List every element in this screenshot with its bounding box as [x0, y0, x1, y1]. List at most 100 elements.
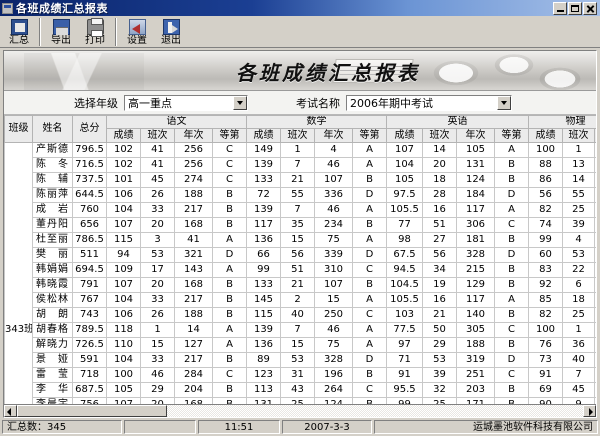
- cell-chinese-score: 107: [106, 277, 141, 293]
- cell-physics-classrank: 7: [562, 367, 595, 383]
- table-row[interactable]: 陈丽萍644.510626188B7255336D97.528184D56553…: [5, 187, 596, 203]
- table-row[interactable]: 李 华 687.5 105 29 204 B 113 43 264 C 95.5 32 203 B 69 45…: [5, 382, 596, 398]
- cell-total: 687.5: [72, 382, 107, 398]
- cell-name: 董丹阳: [32, 217, 73, 233]
- cell-english-classrank: 32: [422, 382, 457, 398]
- maximize-button[interactable]: [568, 1, 582, 15]
- cell-english-classrank: 51: [422, 217, 457, 233]
- exam-select[interactable]: 2006年期中考试: [346, 94, 512, 111]
- col-math-level[interactable]: 等第: [352, 128, 387, 143]
- cell-chinese-level: B: [212, 187, 247, 203]
- col-group-chinese[interactable]: 语文: [106, 115, 247, 129]
- chevron-down-icon[interactable]: [497, 95, 511, 110]
- cell-english-graderank: 129: [456, 277, 495, 293]
- col-group-math[interactable]: 数学: [246, 115, 387, 129]
- cell-chinese-level: C: [212, 172, 247, 188]
- col-total[interactable]: 总分: [72, 115, 107, 143]
- col-math-graderank[interactable]: 年次: [314, 128, 353, 143]
- cell-chinese-level: B: [212, 217, 247, 233]
- grade-select[interactable]: 高一重点: [124, 94, 248, 111]
- table-row[interactable]: 李晨宇75610720168B13125124B9925171B9098: [5, 397, 596, 404]
- client-area: 各班成绩汇总报表 选择年级 高一重点 考试名称 2006年期中考试: [0, 48, 600, 418]
- cell-english-score: 103: [386, 307, 423, 323]
- horizontal-scrollbar[interactable]: [4, 404, 596, 417]
- cell-math-score: 149: [246, 142, 281, 158]
- cell-total: 511: [72, 247, 107, 263]
- toolbar-button-settings[interactable]: 设置: [120, 17, 154, 47]
- chevron-down-icon[interactable]: [233, 95, 247, 110]
- table-row[interactable]: 陈 辅737.510145274C13321107B10518124B86141…: [5, 172, 596, 188]
- cell-english-classrank: 16: [422, 292, 457, 308]
- cell-physics-score: 83: [528, 262, 563, 278]
- col-english-graderank[interactable]: 年次: [456, 128, 495, 143]
- table-row[interactable]: 胡 朗74310626188B11540250C10321140B822519: [5, 307, 596, 323]
- cell-math-score: 133: [246, 172, 281, 188]
- cell-math-level: A: [352, 232, 387, 248]
- report-panel: 各班成绩汇总报表 选择年级 高一重点 考试名称 2006年期中考试: [3, 50, 597, 418]
- report-banner: 各班成绩汇总报表: [4, 51, 596, 91]
- cell-name: 景 娅: [32, 352, 73, 368]
- exit-icon: [162, 19, 180, 35]
- cell-english-level: A: [494, 292, 529, 308]
- cell-english-graderank: 328: [456, 247, 495, 263]
- toolbar-button-print[interactable]: 打印: [78, 17, 112, 47]
- grid-header: 班级 姓名 总分 语文 数学 英语 物理 成绩 班次: [4, 115, 596, 143]
- scroll-right-icon[interactable]: [583, 405, 596, 417]
- table-row[interactable]: 343班 产斯德 796.5 102 41 256 C 149 1 4 A 107 14 105 A 100 1…: [4, 142, 596, 404]
- col-physics-graderank[interactable]: 年次: [594, 128, 596, 143]
- banner-decoration-left: [24, 53, 144, 90]
- cell-english-score: 94.5: [386, 262, 423, 278]
- toolbar-button-exit[interactable]: 退出: [154, 17, 188, 47]
- col-physics-score[interactable]: 成绩: [528, 128, 563, 143]
- scroll-left-icon[interactable]: [4, 405, 17, 417]
- col-math-classrank[interactable]: 班次: [280, 128, 315, 143]
- cell-math-graderank: 328: [314, 352, 353, 368]
- cell-math-classrank: 55: [280, 187, 315, 203]
- col-physics-classrank[interactable]: 班次: [562, 128, 595, 143]
- toolbar-button-export[interactable]: 导出: [44, 17, 78, 47]
- col-class[interactable]: 班级: [4, 115, 33, 143]
- cell-english-level: D: [494, 352, 529, 368]
- cell-chinese-graderank: 127: [174, 337, 213, 353]
- close-button[interactable]: [583, 1, 597, 15]
- cell-math-level: D: [352, 187, 387, 203]
- col-chinese-graderank[interactable]: 年次: [174, 128, 213, 143]
- cell-english-graderank: 131: [456, 157, 495, 173]
- cell-math-classrank: 1: [280, 142, 315, 158]
- col-chinese-level[interactable]: 等第: [212, 128, 247, 143]
- cell-physics-score: 74: [528, 217, 563, 233]
- grid-body: 343班 产斯德 796.5 102 41 256 C 149 1 4 A 107 14 105 A 100 1…: [4, 142, 596, 404]
- cell-chinese-score: 106: [106, 307, 141, 323]
- col-group-english[interactable]: 英语: [386, 115, 529, 129]
- minimize-button[interactable]: [553, 1, 567, 15]
- col-english-level[interactable]: 等第: [494, 128, 529, 143]
- table-row[interactable]: 董丹阳65610720168B11735234B7751306C743927: [5, 217, 596, 233]
- table-row[interactable]: 韩娟娟694.510917143A9951310C94.534215B83221…: [5, 262, 596, 278]
- cell-math-level: B: [352, 277, 387, 293]
- horizontal-scroll-track[interactable]: [167, 405, 583, 417]
- cell-math-level: C: [352, 262, 387, 278]
- cell-math-score: 99: [246, 262, 281, 278]
- cell-chinese-classrank: 46: [140, 367, 175, 383]
- cell-physics-score: 91: [528, 367, 563, 383]
- col-math-score[interactable]: 成绩: [246, 128, 281, 143]
- col-name[interactable]: 姓名: [32, 115, 73, 143]
- horizontal-scroll-thumb[interactable]: [17, 405, 167, 417]
- col-chinese-classrank[interactable]: 班次: [140, 128, 175, 143]
- col-chinese-score[interactable]: 成绩: [106, 128, 141, 143]
- col-group-physics[interactable]: 物理: [528, 115, 596, 129]
- cell-math-graderank: 196: [314, 367, 353, 383]
- col-english-classrank[interactable]: 班次: [422, 128, 457, 143]
- col-english-score[interactable]: 成绩: [386, 128, 423, 143]
- table-row[interactable]: 景 娅59110433217B8953328D7153319D734027: [5, 352, 596, 368]
- toolbar-button-summary[interactable]: 汇总: [2, 17, 36, 47]
- table-row[interactable]: 雷 莹71810046284C12331196B9139251C9177: [5, 367, 596, 383]
